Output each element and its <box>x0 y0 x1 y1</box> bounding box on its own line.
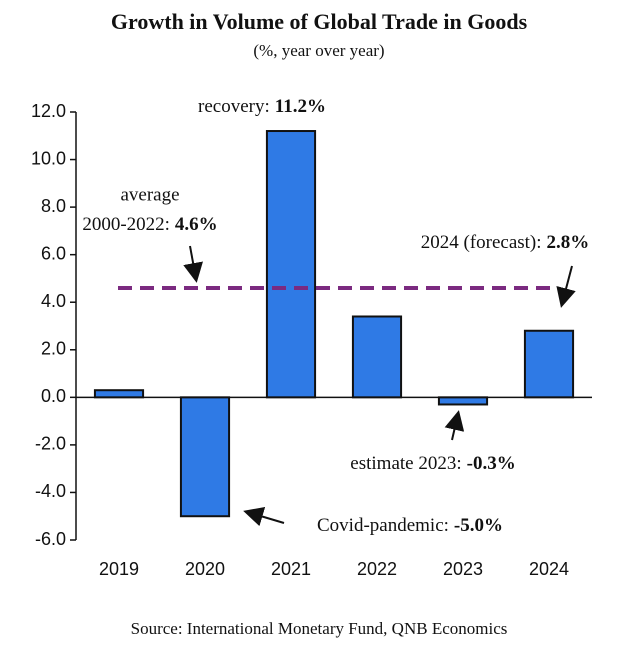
annotation-label: 2.8% <box>547 232 590 253</box>
bar <box>265 130 317 399</box>
annotation-label: -0.3% <box>467 453 516 474</box>
average-label: 4.6% <box>175 214 218 235</box>
y-tick-label: 12.0 <box>31 101 66 121</box>
annotation-text: recovery: <box>198 96 270 117</box>
y-tick-label: -6.0 <box>35 529 66 549</box>
annotation: recovery: 11.2% <box>198 96 326 117</box>
y-tick-label: 0.0 <box>41 386 66 406</box>
annotation: Covid-pandemic: -5.0% <box>317 515 503 536</box>
average-text: 2000-2022: <box>82 214 170 235</box>
bar <box>351 315 403 399</box>
annotation-text: 2024 (forecast): <box>421 232 542 253</box>
bar <box>523 329 575 399</box>
y-tick-label: 10.0 <box>31 148 66 168</box>
chart-subtitle: (%, year over year) <box>253 41 384 60</box>
average-text: average <box>120 184 179 205</box>
source: Source: International Monetary Fund, QNB… <box>131 619 508 638</box>
x-tick-label: 2024 <box>529 559 569 579</box>
bar <box>179 396 231 518</box>
bar <box>93 389 145 399</box>
y-tick-label: 4.0 <box>41 291 66 311</box>
annotation: estimate 2023: -0.3% <box>350 453 515 474</box>
y-tick-label: 8.0 <box>41 196 66 216</box>
y-tick-label: 2.0 <box>41 339 66 359</box>
y-tick-label: 6.0 <box>41 243 66 263</box>
x-tick-label: 2023 <box>443 559 483 579</box>
x-tick-label: 2022 <box>357 559 397 579</box>
annotation-label: -5.0% <box>454 515 503 536</box>
arrows <box>183 245 576 527</box>
y-tick-label: -4.0 <box>35 481 66 501</box>
bar <box>437 396 489 406</box>
x-tick-label: 2019 <box>99 559 139 579</box>
annotation-text: estimate 2023: <box>350 453 461 474</box>
annotation: 2024 (forecast): 2.8% <box>421 232 590 253</box>
average-text: 2000-2022: 4.6% <box>82 214 217 235</box>
annotation-label: 11.2% <box>275 96 326 117</box>
chart-title: Growth in Volume of Global Trade in Good… <box>111 9 528 34</box>
y-tick-label: -2.0 <box>35 434 66 454</box>
x-tick-label: 2020 <box>185 559 225 579</box>
x-tick-label: 2021 <box>271 559 311 579</box>
annotation-text: Covid-pandemic: <box>317 515 449 536</box>
